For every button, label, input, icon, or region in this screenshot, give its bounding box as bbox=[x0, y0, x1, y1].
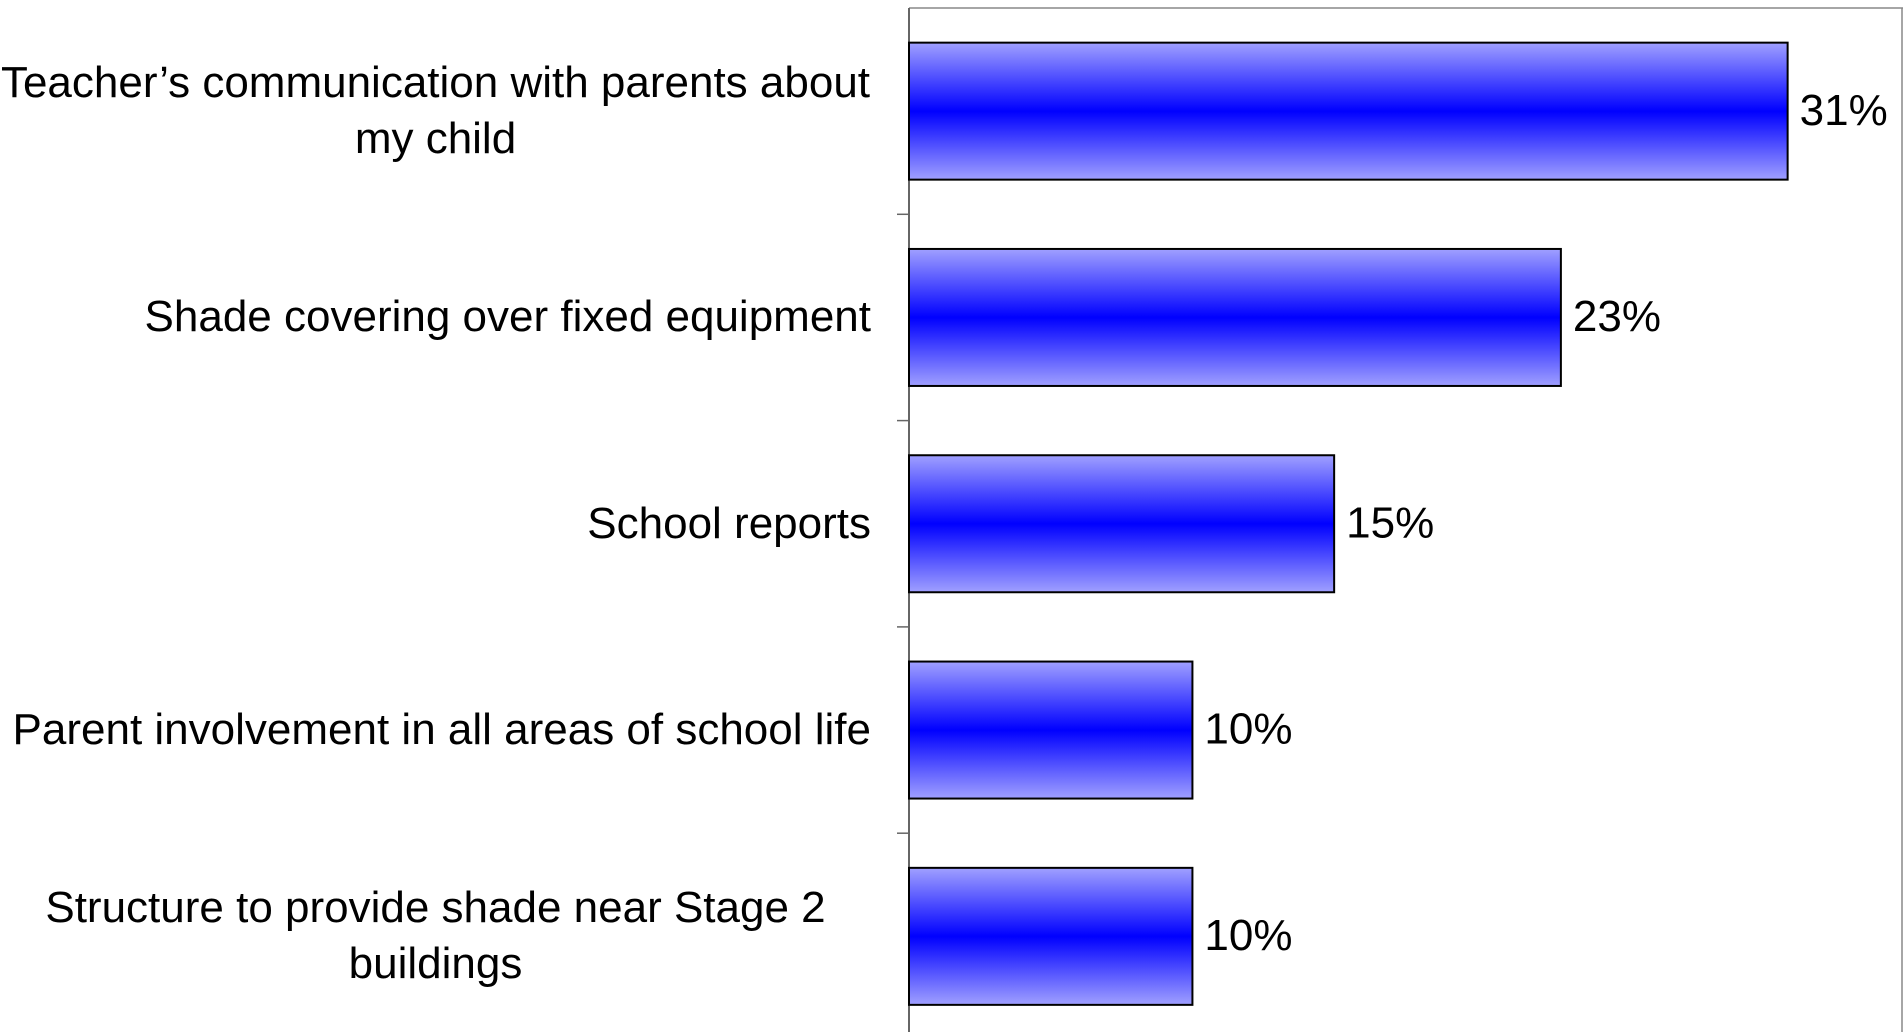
y-tick-label-box: School reports bbox=[0, 421, 871, 627]
y-tick-label-box: Parent involvement in all areas of schoo… bbox=[0, 627, 871, 833]
y-tick-label: School reports bbox=[587, 498, 871, 548]
y-tick-label-wrap: School reports bbox=[0, 421, 871, 627]
data-label: 10% bbox=[1204, 911, 1292, 960]
bar bbox=[908, 454, 1336, 594]
data-label: 10% bbox=[1204, 705, 1292, 754]
bar bbox=[908, 41, 1789, 181]
y-tick-label-box: Shade covering over fixed equipment bbox=[0, 214, 871, 420]
bar bbox=[908, 866, 1194, 1006]
y-tick-label-wrap: Shade covering over fixed equipment bbox=[0, 214, 871, 420]
data-label: 31% bbox=[1800, 86, 1888, 135]
data-label: 15% bbox=[1346, 498, 1434, 547]
y-tick-label: Teacher’s communication with parents abo… bbox=[0, 58, 871, 164]
y-tick-label-box: Teacher’s communication with parents abo… bbox=[0, 8, 871, 214]
data-label: 23% bbox=[1573, 292, 1661, 341]
y-tick-label-wrap: Teacher’s communication with parents abo… bbox=[0, 8, 871, 214]
y-tick-label: Structure to provide shade near Stage 2 … bbox=[45, 883, 826, 989]
bar bbox=[908, 247, 1562, 387]
bar bbox=[908, 660, 1194, 800]
y-tick-label: Parent involvement in all areas of schoo… bbox=[12, 705, 871, 755]
y-tick-label-wrap: Parent involvement in all areas of schoo… bbox=[0, 627, 871, 833]
y-tick-label: Shade covering over fixed equipment bbox=[144, 292, 871, 342]
y-tick-label-wrap: Structure to provide shade near Stage 2 … bbox=[0, 833, 871, 1032]
y-tick-label-box: Structure to provide shade near Stage 2 … bbox=[0, 833, 871, 1032]
